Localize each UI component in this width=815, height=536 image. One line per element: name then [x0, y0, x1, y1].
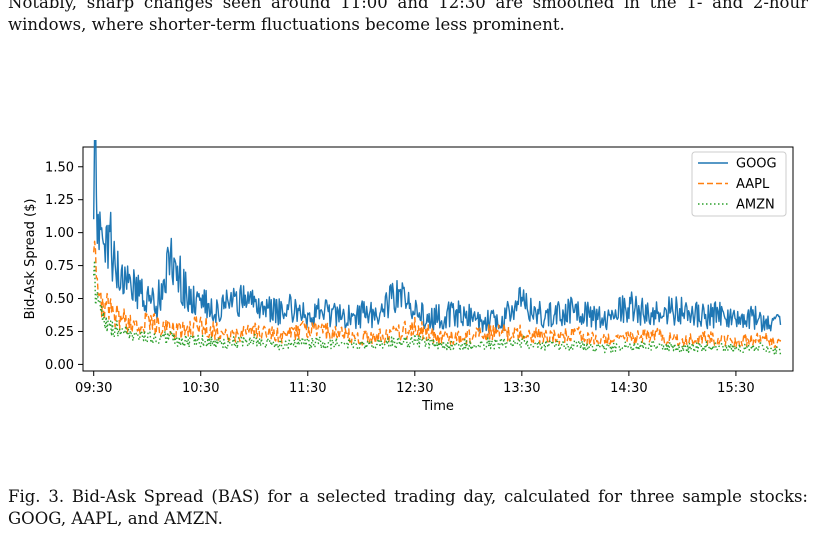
legend: GOOG AAPL AMZN	[691, 151, 787, 217]
y-axis-label: Bid-Ask Spread ($)	[23, 199, 38, 320]
series-lines	[93, 140, 782, 355]
x-tick-label: 11:30	[289, 381, 326, 396]
x-tick-label: 09:30	[75, 381, 112, 396]
x-tick-label: 14:30	[610, 381, 647, 396]
y-tick-label: 1.00	[45, 226, 74, 241]
y-tick-label: 0.75	[45, 259, 74, 274]
figure-caption: Fig. 3. Bid-Ask Spread (BAS) for a selec…	[8, 487, 808, 528]
intro-paragraph: Notably, sharp changes seen around 11:00…	[8, 0, 808, 34]
x-axis-ticks: 09:30 10:30 11:30 12:30 13:30 14:30 15:30	[75, 371, 755, 396]
series-line-aapl	[93, 240, 782, 349]
y-tick-label: 0.00	[45, 358, 74, 373]
series-line-goog	[93, 140, 782, 334]
x-tick-label: 12:30	[396, 381, 433, 396]
legend-label-goog: GOOG	[736, 157, 777, 172]
x-tick-label: 13:30	[503, 381, 540, 396]
series-line-amzn	[93, 259, 782, 355]
bid-ask-spread-chart: 09:30 10:30 11:30 12:30 13:30 14:30 15:30 0.00…	[23, 140, 794, 414]
y-tick-label: 0.50	[45, 292, 74, 307]
y-tick-label: 0.25	[45, 325, 74, 340]
legend-box	[691, 151, 787, 217]
legend-label-aapl: AAPL	[736, 177, 770, 192]
x-axis-label: Time	[421, 399, 454, 414]
plot-area	[82, 146, 794, 372]
legend-label-amzn: AMZN	[736, 198, 775, 213]
x-tick-label: 10:30	[182, 381, 219, 396]
y-tick-label: 1.25	[45, 193, 74, 208]
x-tick-label: 15:30	[717, 381, 754, 396]
y-tick-label: 1.50	[45, 160, 74, 175]
y-axis-ticks: 0.00 0.25 0.50 0.75 1.00 1.25 1.50	[45, 160, 83, 373]
